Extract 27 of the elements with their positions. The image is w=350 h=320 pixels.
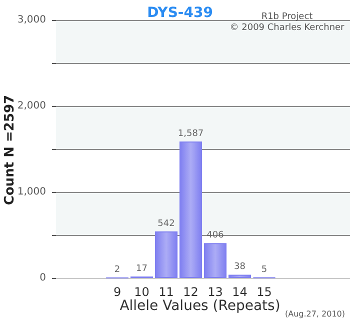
x-tick-label: 13 <box>208 285 223 299</box>
data-label: 17 <box>136 264 148 274</box>
chart-title: DYS-439 <box>147 5 213 21</box>
y-tick-label: 0 <box>40 272 46 284</box>
y-tick-label: 1,000 <box>17 186 46 198</box>
annotation: R1b Project <box>261 12 314 22</box>
data-label: 542 <box>158 218 175 229</box>
bar <box>179 142 202 278</box>
data-label: 38 <box>234 262 246 272</box>
annotation: © 2009 Charles Kerchner <box>230 23 345 33</box>
x-tick-label: 12 <box>183 285 198 299</box>
text: (Aug.27, 2010) <box>284 310 345 318</box>
x-tick-label: 10 <box>134 285 150 299</box>
x-tick-label: 11 <box>158 285 174 299</box>
bar <box>154 231 178 278</box>
data-label: 1,587 <box>178 129 204 140</box>
y-tick-label: 2,000 <box>17 100 46 112</box>
x-tick-label: 15 <box>256 285 272 299</box>
y-axis-title: Count N =2597 <box>2 94 18 206</box>
x-tick-label: 9 <box>113 285 122 299</box>
y-tick-label: 3,000 <box>17 14 46 26</box>
data-label: 5 <box>261 264 268 275</box>
data-label: 2 <box>114 264 120 275</box>
bar <box>228 274 252 278</box>
x-axis-title: Allele Values (Repeats) <box>120 298 280 314</box>
x-tick-label: 14 <box>232 285 248 299</box>
bar <box>204 243 227 278</box>
